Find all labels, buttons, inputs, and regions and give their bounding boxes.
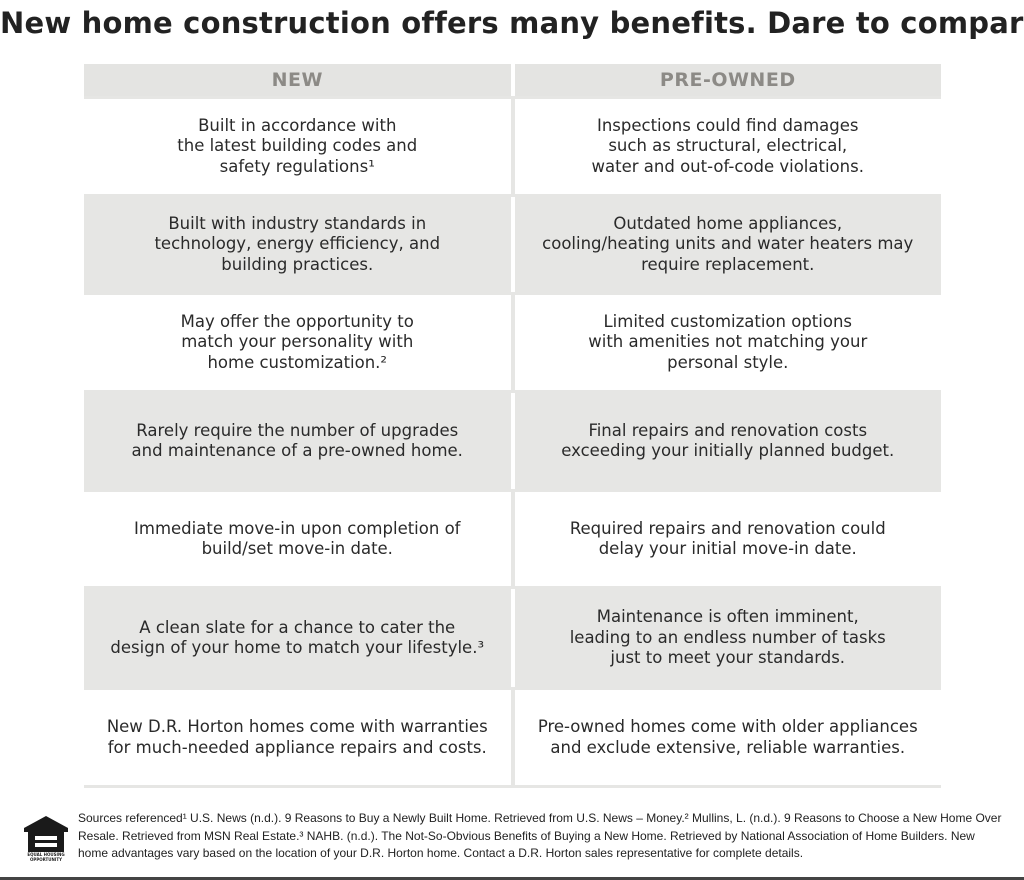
new-cell: Immediate move-in upon completion of bui… — [84, 492, 515, 586]
preowned-cell: Outdated home appliances, cooling/heatin… — [514, 197, 941, 292]
equal-housing-opportunity-icon — [24, 816, 68, 852]
table-row: A clean slate for a chance to cater the … — [84, 586, 941, 687]
new-cell: New D.R. Horton homes come with warranti… — [84, 690, 515, 785]
new-cell: Built with industry standards in technol… — [84, 197, 515, 292]
page-title: New home construction offers many benefi… — [0, 6, 1024, 40]
preowned-cell: Inspections could find damages such as s… — [514, 99, 941, 194]
bottom-divider — [0, 877, 1024, 880]
preowned-cell: Maintenance is often imminent, leading t… — [514, 589, 941, 687]
preowned-cell: Pre-owned homes come with older applianc… — [514, 690, 941, 785]
preowned-cell: Final repairs and renovation costs excee… — [514, 393, 941, 489]
column-header-new: NEW — [84, 64, 515, 96]
new-cell: May offer the opportunity to match your … — [84, 295, 515, 390]
table-body: Built in accordance with the latest buil… — [84, 96, 941, 788]
preowned-cell: Limited customization options with ameni… — [514, 295, 941, 390]
new-cell: A clean slate for a chance to cater the … — [84, 589, 515, 687]
table-row: Built in accordance with the latest buil… — [84, 96, 941, 194]
table-header: NEW PRE-OWNED — [84, 64, 941, 96]
table-row: New D.R. Horton homes come with warranti… — [84, 687, 941, 788]
preowned-cell: Required repairs and renovation could de… — [514, 492, 941, 586]
column-header-preowned: PRE-OWNED — [659, 69, 796, 91]
new-cell: Rarely require the number of upgrades an… — [84, 393, 515, 489]
footnote-text: Sources referenced¹ U.S. News (n.d.). 9 … — [78, 811, 1002, 860]
eho-caption: EQUAL HOUSING OPPORTUNITY — [27, 852, 65, 862]
table-row: May offer the opportunity to match your … — [84, 292, 941, 390]
comparison-table: NEW PRE-OWNED Built in accordance with t… — [84, 64, 941, 788]
table-row: Immediate move-in upon completion of bui… — [84, 489, 941, 586]
footer: EQUAL HOUSING OPPORTUNITY Sources refere… — [20, 810, 1010, 866]
table-row: Built with industry standards in technol… — [84, 194, 941, 292]
new-cell: Built in accordance with the latest buil… — [84, 99, 515, 194]
table-row: Rarely require the number of upgrades an… — [84, 390, 941, 489]
